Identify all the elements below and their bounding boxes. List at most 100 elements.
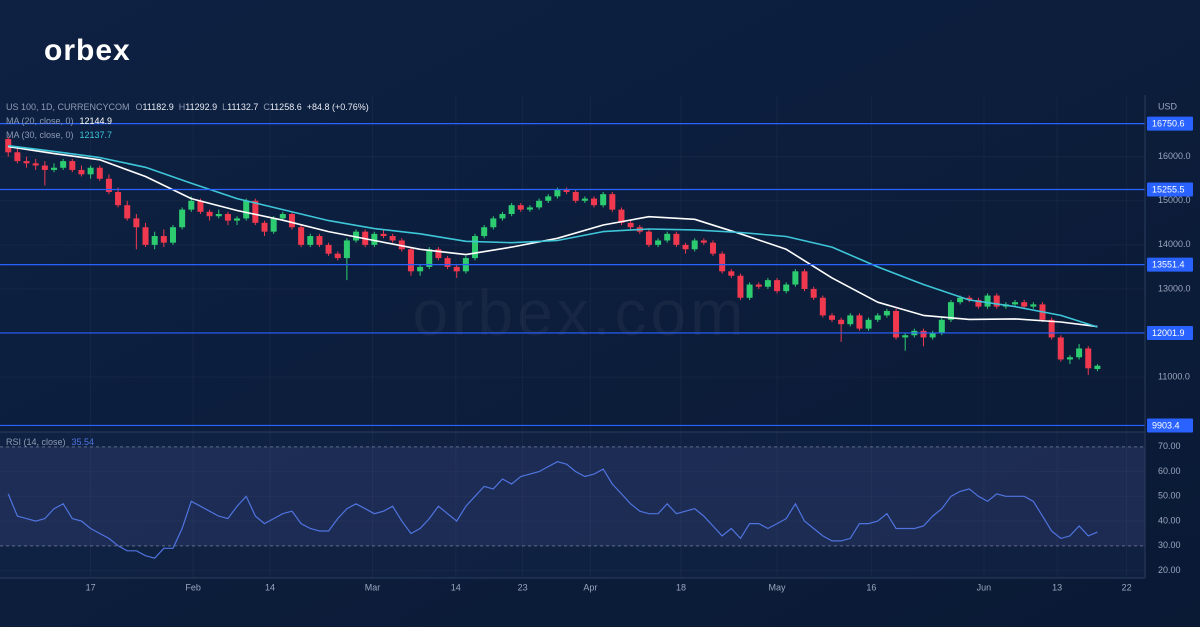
level-label: 13551.4 [1152,260,1185,270]
candle-body [41,165,48,170]
candle-body [353,231,360,241]
ohlc-prefix: H [179,102,186,112]
candle-body [801,271,808,289]
candle-body [60,161,67,168]
candle-body [719,253,726,272]
candle-body [655,240,662,245]
candle-body [78,169,85,175]
rsi-legend: RSI (14, close) 35.54 [6,437,94,447]
candle-body [764,280,771,287]
ma20-legend: MA (20, close, 0) 12144.9 [6,116,112,126]
candle-body [609,194,616,210]
candle-body [490,218,497,228]
ohlc-prefix: O [136,102,143,112]
change: +84.8 (+0.76%) [307,102,369,112]
candle-body [947,302,954,320]
symbol: US 100, 1D, CURRENCYCOM [6,102,130,112]
candle-body [728,271,735,276]
level-tag [1147,257,1193,272]
candle-body [69,161,76,170]
candle-body [279,214,286,219]
candle-body [206,211,213,217]
axes: 17 Feb 14 Mar 14 23 Apr 18 May 16 Jun 13 22 16000.0 15… [86,116,1193,592]
candle-body [792,271,799,285]
level-tag [1147,325,1193,340]
candle-body [673,233,680,245]
candle-body [618,209,625,223]
y-tick-label: 16000.0 [1158,151,1191,161]
candle-body [1021,302,1028,307]
candle-body [554,189,561,197]
candle-body [600,194,607,206]
candle-body [883,310,890,316]
x-tick-label: May [769,582,787,592]
x-tick-label: 16 [866,582,876,592]
candle-body [581,198,588,201]
candle-body [810,288,817,298]
candle-body [737,275,744,298]
level-label: 16750.6 [1152,118,1185,128]
candle-body [96,167,103,179]
candle-body [828,315,835,320]
candle-body [975,299,982,307]
candle-body [160,236,167,243]
moving-average [8,145,1098,328]
y-tick-label: 15000.0 [1158,195,1191,205]
candle-body [526,207,533,210]
candle-body [1030,304,1037,307]
logo: orbex [44,34,131,67]
plot [0,123,1145,559]
candle-body [334,253,341,259]
x-tick-label: Feb [185,582,201,592]
candle-body [783,284,790,292]
open-value: 11182.9 [143,102,174,112]
legend-name: MA (20, close, 0) [6,116,74,126]
y-tick-label: 11000.0 [1158,371,1190,381]
candle-body [874,315,881,320]
y-tick-label: 14000.0 [1158,239,1191,249]
candle-body [124,205,131,219]
candle-body [298,227,305,245]
candle-body [1057,337,1064,360]
candle-body [957,297,964,303]
candle-body [224,214,231,221]
moving-average [8,144,1098,328]
candle-body [261,222,268,232]
candle-body [929,333,936,338]
candle-body [316,236,323,245]
x-tick-label: 14 [451,582,461,592]
candle-body [499,214,506,219]
candle-body [572,191,579,201]
candle-body [984,295,991,307]
ma30-legend: MA (30, close, 0) 12137.7 [6,130,112,140]
candle-body [197,200,204,212]
candle-body [819,297,826,316]
level-label: 15255.5 [1152,184,1185,194]
y-tick-label: 30.00 [1158,540,1181,550]
candle-body [444,258,451,267]
x-tick-label: 14 [265,582,275,592]
rsi-line [7,461,1098,559]
candle-body [426,249,433,267]
candle-body [23,161,30,164]
candle-body [966,297,973,300]
level-tag [1147,418,1193,433]
currency: USD [1158,101,1178,111]
x-tick-label: Apr [583,582,597,592]
legend-value: 12144.9 [80,116,113,126]
low-value: 11132.7 [227,102,258,112]
candle-body [591,198,598,206]
y-tick-label: 40.00 [1158,515,1181,525]
legend-value: 12137.7 [80,130,113,140]
candle-body [847,315,854,325]
candle-body [371,233,378,245]
candle-body [407,249,414,272]
candle-body [380,233,387,237]
candle-body [169,227,176,243]
candle-body [215,214,222,217]
y-tick-label: 60.00 [1158,466,1181,476]
grid [0,95,1145,578]
x-tick-label: 13 [1052,582,1062,592]
candle-body [1076,348,1083,358]
